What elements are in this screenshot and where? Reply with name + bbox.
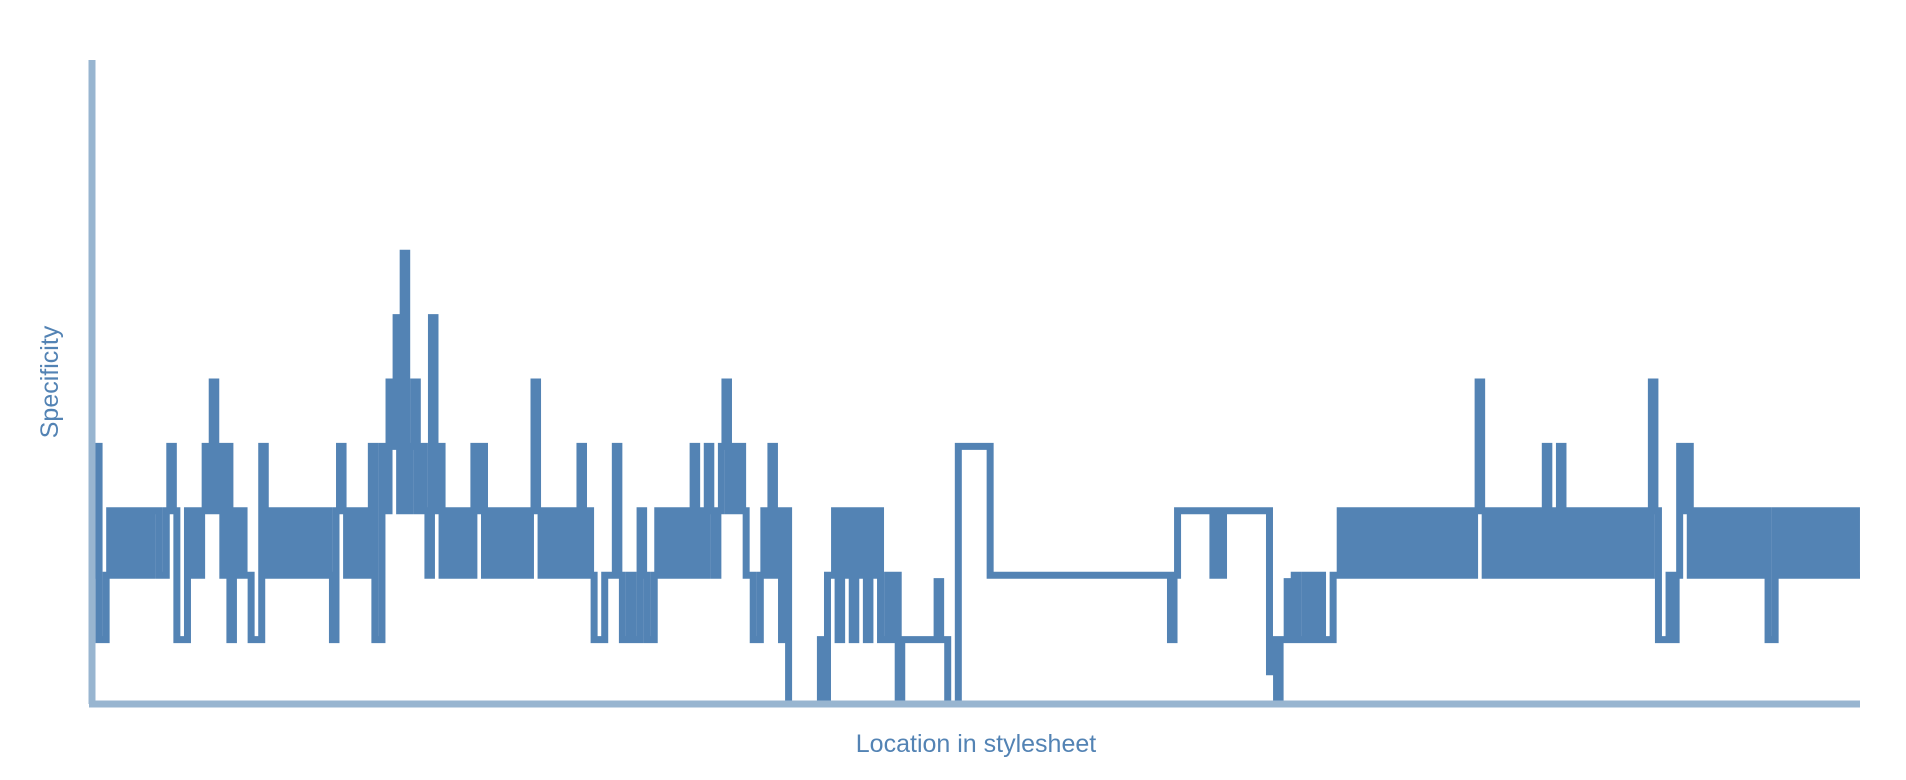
x-axis-label: Location in stylesheet xyxy=(856,730,1096,758)
series-line xyxy=(92,249,1860,708)
y-axis-label: Specificity xyxy=(36,325,64,438)
plot-area xyxy=(92,249,1860,708)
